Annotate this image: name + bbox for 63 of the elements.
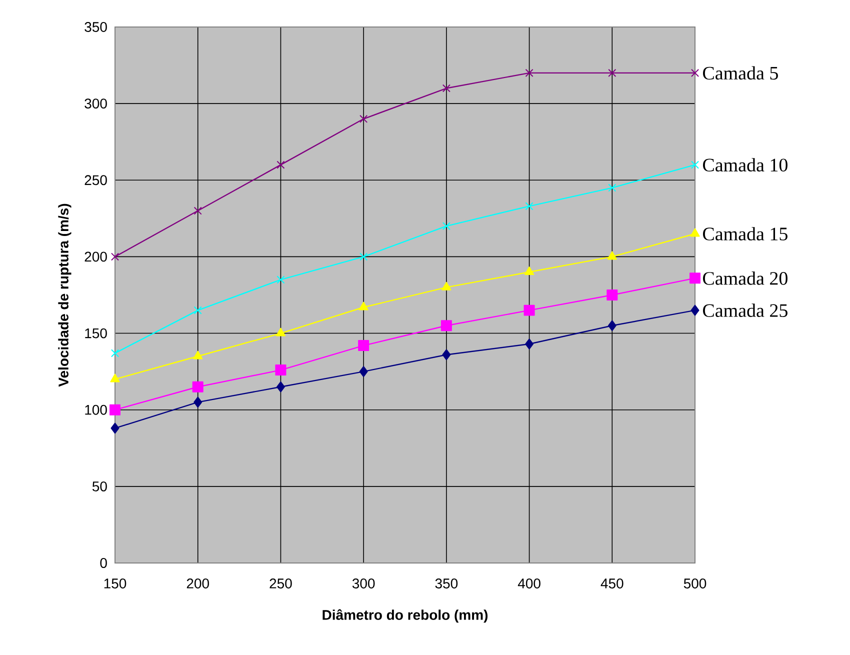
point xyxy=(110,349,120,358)
point xyxy=(192,381,204,392)
series-label: Camada 25 xyxy=(702,304,788,317)
point xyxy=(525,68,534,77)
point xyxy=(193,350,203,360)
y-axis-title: Velocidade de ruptura (m/s) xyxy=(58,204,72,387)
point xyxy=(524,266,534,276)
y-tick-label: 150 xyxy=(85,328,107,338)
point xyxy=(608,68,616,77)
point xyxy=(607,251,617,260)
series-label: Camada 10 xyxy=(702,158,788,172)
y-tick-label: 50 xyxy=(92,481,107,492)
point xyxy=(525,338,534,350)
point xyxy=(276,328,286,336)
point xyxy=(358,302,368,310)
point xyxy=(442,84,450,92)
x-tick-label: 200 xyxy=(186,578,209,588)
point xyxy=(442,349,451,360)
x-tick-label: 250 xyxy=(270,578,292,588)
point xyxy=(194,396,202,408)
series-label: Camada 5 xyxy=(702,66,778,80)
point xyxy=(442,282,452,290)
point xyxy=(110,404,120,416)
point xyxy=(276,276,285,284)
x-axis-title: Diâmetro do rebolo (mm) xyxy=(322,609,488,623)
point xyxy=(358,340,370,352)
point xyxy=(194,206,202,215)
point xyxy=(606,290,618,300)
x-tick-label: 300 xyxy=(352,578,375,588)
y-tick-label: 300 xyxy=(84,98,107,109)
y-tick-label: 0 xyxy=(100,558,107,568)
y-tick-label: 250 xyxy=(84,175,107,186)
point xyxy=(690,272,701,284)
point xyxy=(690,68,700,77)
point xyxy=(690,228,700,237)
point xyxy=(194,306,202,314)
y-tick-label: 350 xyxy=(84,22,107,32)
point xyxy=(360,252,368,261)
point xyxy=(690,160,700,169)
y-tick-label: 100 xyxy=(85,404,107,415)
series-label: Camada 20 xyxy=(702,271,788,285)
point xyxy=(276,381,285,392)
point xyxy=(110,422,120,434)
point xyxy=(690,304,700,316)
point xyxy=(110,252,120,261)
x-tick-label: 400 xyxy=(518,578,540,588)
series-label: Camada 15 xyxy=(702,227,788,240)
point xyxy=(276,160,285,169)
x-tick-label: 350 xyxy=(435,578,458,588)
x-tick-label: 150 xyxy=(104,578,126,588)
point xyxy=(525,202,534,210)
point xyxy=(524,304,535,316)
point xyxy=(608,320,616,332)
point xyxy=(275,364,286,376)
x-tick-label: 450 xyxy=(600,578,624,588)
y-tick-label: 200 xyxy=(84,252,107,262)
point xyxy=(359,366,368,378)
point xyxy=(360,114,368,123)
point xyxy=(608,184,616,192)
point xyxy=(110,374,120,382)
point xyxy=(440,320,452,332)
point xyxy=(442,222,450,230)
x-tick-label: 500 xyxy=(684,578,706,588)
